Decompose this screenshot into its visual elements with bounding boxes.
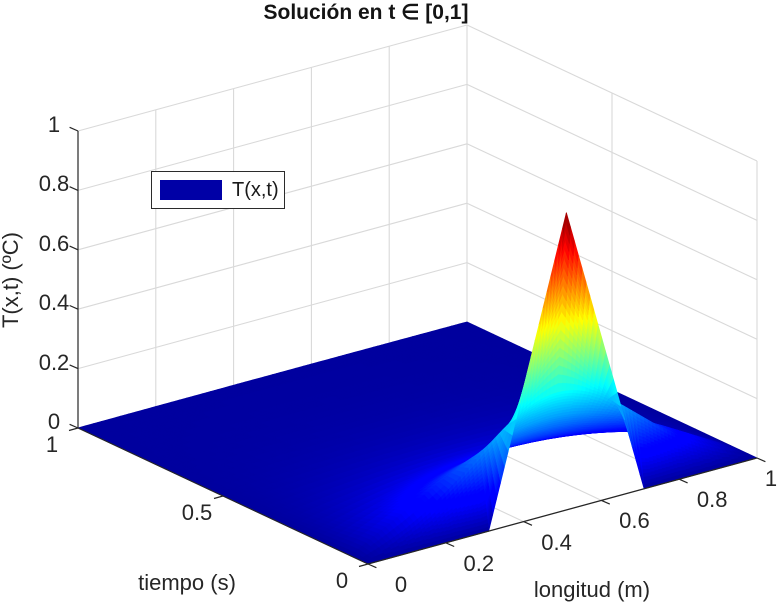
- legend: T(x,t): [151, 171, 285, 209]
- legend-entry-label: T(x,t): [232, 178, 279, 201]
- plot-title: Solución en t ∈ [0,1]: [263, 1, 469, 24]
- z-axis-label: T(x,t) (ºC): [0, 232, 23, 329]
- y-axis-label: tiempo (s): [138, 570, 236, 595]
- legend-surface-swatch: [160, 180, 222, 200]
- x-axis-label: longitud (m): [533, 577, 651, 602]
